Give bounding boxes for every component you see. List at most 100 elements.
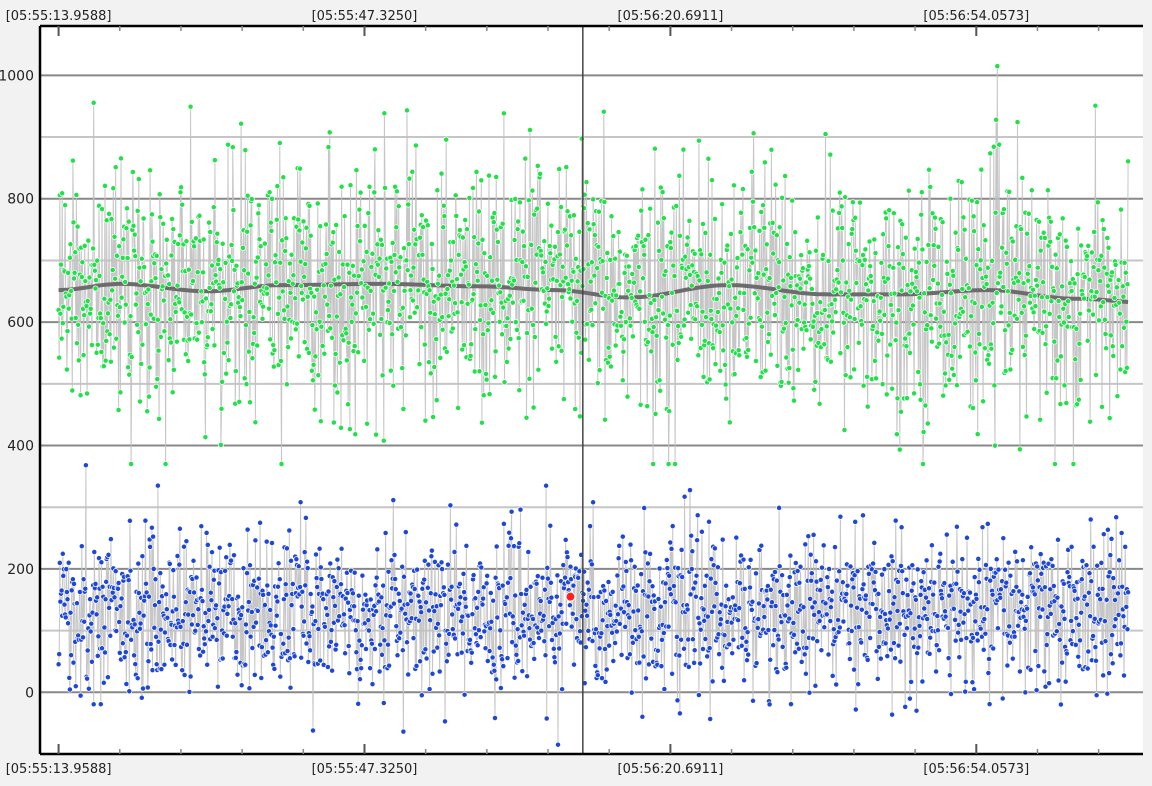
blue-point	[650, 592, 657, 599]
blue-point	[587, 523, 594, 530]
green-point	[588, 259, 595, 266]
green-point	[1030, 309, 1037, 316]
blue-point	[562, 574, 569, 581]
blue-point	[676, 710, 683, 717]
blue-point	[530, 616, 536, 622]
green-point	[1015, 278, 1022, 285]
green-point	[478, 419, 485, 426]
green-point	[741, 290, 748, 297]
green-point	[158, 266, 165, 273]
blue-point	[799, 628, 806, 635]
blue-point	[779, 643, 786, 650]
green-point	[1019, 174, 1026, 181]
green-point	[1031, 292, 1038, 299]
blue-point	[60, 572, 67, 579]
green-point	[987, 150, 994, 157]
blue-point	[78, 543, 85, 550]
blue-point	[956, 654, 963, 661]
green-point	[836, 189, 843, 196]
green-point	[716, 329, 723, 336]
blue-point	[264, 649, 271, 656]
green-point	[651, 145, 658, 152]
blue-point	[818, 647, 825, 654]
green-point	[144, 301, 151, 308]
green-point	[852, 214, 859, 221]
blue-point	[200, 623, 207, 630]
green-point	[147, 167, 154, 174]
green-point	[87, 310, 94, 317]
blue-point	[863, 609, 870, 616]
green-point	[321, 350, 328, 357]
blue-point	[516, 540, 523, 547]
blue-point	[1109, 632, 1116, 639]
blue-point	[914, 566, 921, 573]
green-point	[411, 309, 418, 316]
blue-point	[639, 713, 646, 720]
green-point	[849, 199, 856, 206]
green-point	[699, 308, 706, 315]
blue-point	[342, 650, 349, 657]
blue-point	[497, 627, 504, 634]
blue-point	[1060, 608, 1067, 615]
blue-point	[1011, 633, 1018, 640]
green-point	[515, 218, 522, 225]
green-point	[1043, 323, 1050, 330]
blue-point	[137, 625, 143, 632]
blue-point	[341, 611, 347, 618]
green-point	[1087, 418, 1094, 425]
green-point	[746, 267, 753, 274]
blue-point	[507, 575, 514, 582]
green-point	[299, 296, 306, 303]
blue-point	[844, 582, 851, 589]
green-point	[1078, 242, 1085, 249]
green-point	[538, 252, 545, 259]
green-point	[758, 209, 765, 215]
blue-point	[547, 522, 554, 529]
green-point	[815, 339, 822, 346]
blue-point	[62, 614, 69, 621]
blue-point	[64, 596, 71, 603]
green-point	[798, 252, 805, 259]
green-point	[589, 322, 596, 329]
green-point	[668, 229, 675, 236]
blue-point	[531, 655, 538, 662]
green-point	[402, 332, 409, 339]
green-point	[98, 349, 105, 355]
green-point	[377, 236, 384, 243]
green-point	[309, 322, 316, 329]
green-point	[781, 293, 788, 300]
green-point	[1049, 263, 1055, 270]
green-point	[336, 249, 343, 255]
green-point	[241, 267, 248, 274]
blue-point	[365, 617, 372, 624]
green-point	[762, 367, 769, 374]
green-point	[927, 312, 934, 319]
green-point	[591, 272, 598, 279]
blue-point	[585, 627, 592, 634]
green-point	[530, 404, 537, 411]
green-point	[60, 303, 67, 310]
blue-point	[1123, 603, 1130, 610]
blue-point	[368, 640, 375, 647]
blue-point	[515, 658, 522, 664]
blue-point	[669, 523, 676, 530]
green-point	[66, 254, 73, 261]
green-point	[170, 366, 177, 373]
blue-point	[993, 556, 1000, 563]
blue-point	[481, 628, 488, 635]
blue-point	[173, 606, 180, 613]
blue-point	[438, 559, 445, 566]
blue-point	[519, 609, 526, 616]
green-point	[1060, 319, 1067, 326]
green-point	[379, 372, 386, 379]
green-point	[601, 199, 608, 205]
green-point	[769, 292, 775, 299]
green-point	[803, 327, 810, 334]
blue-point	[697, 626, 704, 633]
green-point	[619, 377, 626, 384]
blue-point	[839, 579, 846, 586]
blue-point	[556, 645, 563, 652]
green-point	[947, 195, 954, 202]
blue-point	[644, 560, 651, 567]
green-point	[832, 296, 838, 303]
